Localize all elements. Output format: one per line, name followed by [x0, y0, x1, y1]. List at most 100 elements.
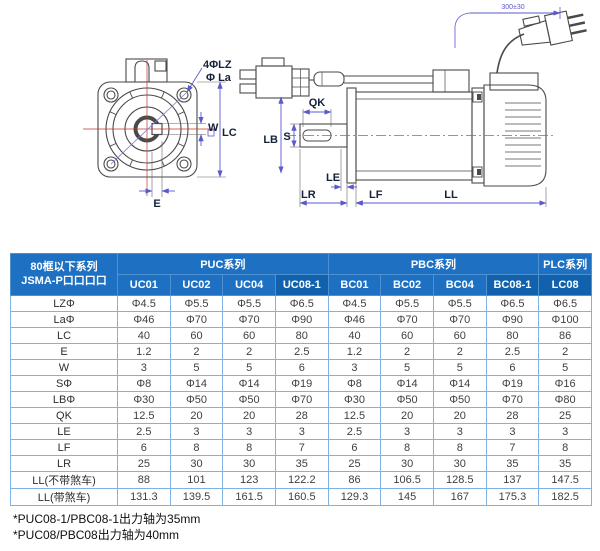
spec-value: 86	[538, 327, 592, 344]
spec-value: 147.5	[538, 471, 592, 489]
table-row: QK 12.5 20 20 28 12.5 20 20 28 25	[10, 407, 592, 424]
dim-label-qk: QK	[309, 97, 326, 109]
spec-value: 20	[432, 407, 487, 424]
col-header-UC02: UC02	[169, 274, 224, 296]
spec-value: 160.5	[274, 488, 329, 506]
row-label: LL(不带煞车)	[10, 471, 118, 489]
square-symbol	[207, 129, 215, 137]
slot-ticks	[109, 91, 185, 167]
spec-value: Φ70	[274, 391, 329, 408]
spec-value: 8	[222, 439, 276, 456]
motor-body	[355, 91, 473, 181]
spec-value: 6	[485, 359, 540, 376]
front-view	[97, 58, 198, 178]
spec-value: 88	[117, 471, 171, 489]
spec-value: 2	[169, 343, 224, 360]
spec-value: 2	[380, 343, 434, 360]
row-label: LR	[10, 455, 118, 472]
table-row: E 1.2 2 2 2.5 1.2 2 2 2.5 2	[10, 343, 592, 360]
spec-value: Φ50	[432, 391, 487, 408]
spec-value: 20	[169, 407, 224, 424]
col-header-UC08-1: UC08-1	[274, 274, 329, 296]
spec-value: 3	[169, 423, 224, 440]
spec-value: 167	[432, 488, 487, 506]
spec-value: 128.5	[432, 471, 487, 489]
dim-label-lb: LB	[263, 134, 278, 146]
footnotes: *PUC08-1/PBC08-1出力轴为35mm *PUC08/PBC08出力轴…	[13, 511, 200, 543]
spec-value: 35	[538, 455, 592, 472]
spec-value: Φ14	[222, 375, 276, 392]
spec-value: Φ14	[432, 375, 487, 392]
spec-value: 86	[327, 471, 382, 489]
spec-value: Φ19	[274, 375, 329, 392]
spec-value: 2.5	[117, 423, 171, 440]
bolt-hole	[176, 87, 192, 103]
front-view-dimensions	[139, 67, 226, 197]
hole-leader-line	[186, 67, 203, 93]
cable-ferrule	[313, 71, 345, 87]
spec-value: Φ70	[485, 391, 540, 408]
spec-value: 25	[117, 455, 171, 472]
spec-value: 182.5	[538, 488, 592, 506]
spec-value: 2.5	[485, 343, 540, 360]
spec-value: 3	[117, 359, 171, 376]
corner-header: 80框以下系列 JSMA-P口口口口	[10, 253, 118, 296]
spec-value: 60	[432, 327, 487, 344]
dim-label-ll: LL	[444, 189, 458, 201]
connector-tab	[154, 60, 167, 72]
spec-value: 129.3	[327, 488, 382, 506]
spec-value: Φ14	[169, 375, 224, 392]
spec-value: 5	[538, 359, 592, 376]
spec-value: 2	[432, 343, 487, 360]
spec-value: 28	[274, 407, 329, 424]
spec-value: 30	[169, 455, 224, 472]
table-row: LL(不带煞车) 88 101 123 122.2 86 106.5 128.5 137 147.…	[10, 471, 592, 489]
col-header-BC08-1: BC08-1	[485, 274, 540, 296]
spec-value: 161.5	[222, 488, 276, 506]
spec-value: 12.5	[117, 407, 171, 424]
side-view	[239, 10, 587, 187]
spec-value: Φ70	[380, 311, 434, 328]
row-label: LL(带煞车)	[10, 488, 118, 506]
dim-label-le: LE	[326, 172, 340, 184]
spec-value: Φ8	[117, 375, 171, 392]
left-connector	[239, 57, 314, 99]
spec-value: Φ46	[327, 311, 382, 328]
connector-arch	[134, 60, 150, 82]
spec-value: 5	[380, 359, 434, 376]
spec-value: 5	[432, 359, 487, 376]
series-header: PUC系列	[117, 253, 329, 275]
spec-value: 5	[222, 359, 276, 376]
spec-value: 2	[222, 343, 276, 360]
dim-label-w: W	[208, 122, 219, 134]
table-row: LL(带煞车) 131.3 139.5 161.5 160.5 129.3 145 167 17…	[10, 488, 592, 506]
spec-value: Φ90	[274, 311, 329, 328]
table-row: SΦ Φ8 Φ14 Φ14 Φ19 Φ8 Φ14 Φ14 Φ19 Φ16	[10, 375, 592, 392]
dim-label-lz: 4ΦLZ	[203, 59, 232, 71]
spec-value: 1.2	[327, 343, 382, 360]
spec-table-head: 80框以下系列 JSMA-P口口口口 PUC系列 PBC系列 PLC系列 UC01 UC02…	[10, 253, 592, 296]
col-header-BC01: BC01	[327, 274, 382, 296]
dim-label-cable-length: 300±30	[501, 4, 524, 11]
spec-value: 137	[485, 471, 540, 489]
spec-value: Φ30	[117, 391, 171, 408]
series-header: PBC系列	[327, 253, 540, 275]
spec-table-body: LZΦ Φ4.5 Φ5.5 Φ5.5 Φ6.5 Φ4.5 Φ5.5 Φ5.5 Φ6.5 Φ6.5 L…	[10, 295, 592, 506]
spec-value: 40	[117, 327, 171, 344]
bolt-hole	[103, 87, 119, 103]
spec-value: 5	[169, 359, 224, 376]
spec-value: 131.3	[117, 488, 171, 506]
spec-value: 2.5	[327, 423, 382, 440]
spec-value: 40	[327, 327, 382, 344]
power-cable	[496, 33, 525, 74]
col-header-BC02: BC02	[380, 274, 434, 296]
spec-value: 175.3	[485, 488, 540, 506]
spec-value: 6	[117, 439, 171, 456]
series-header: PLC系列	[538, 253, 592, 275]
row-label: W	[10, 359, 118, 376]
dim-label-e: E	[153, 198, 160, 210]
spec-value: 12.5	[327, 407, 382, 424]
table-row: LBΦ Φ30 Φ50 Φ50 Φ70 Φ30 Φ50 Φ50 Φ70 Φ80	[10, 391, 592, 408]
dim-label-s: S	[283, 131, 290, 143]
